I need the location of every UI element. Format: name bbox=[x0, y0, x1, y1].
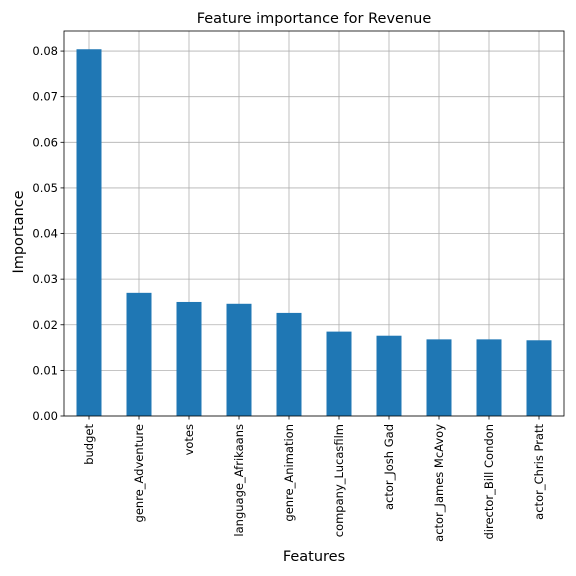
bars bbox=[76, 49, 552, 416]
y-axis-label: Importance bbox=[11, 190, 27, 273]
x-axis-ticks: budget genre_Adventure votes language_Afrik… bbox=[82, 416, 546, 542]
y-tick-label: 0.03 bbox=[32, 272, 58, 286]
x-tick-label: votes bbox=[182, 424, 196, 455]
y-tick-label: 0.06 bbox=[32, 135, 58, 149]
plot-frame bbox=[63, 30, 565, 417]
bar-votes bbox=[176, 301, 202, 416]
bar-genre-adventure bbox=[126, 292, 152, 416]
x-tick-label: language_Afrikaans bbox=[232, 424, 246, 537]
y-tick-label: 0.04 bbox=[32, 227, 58, 241]
bar-genre-animation bbox=[276, 312, 302, 416]
bar-actor-josh-gad bbox=[376, 335, 402, 416]
y-tick-label: 0.00 bbox=[32, 409, 58, 423]
bar-budget bbox=[76, 49, 102, 416]
y-tick-label: 0.05 bbox=[32, 181, 58, 195]
x-tick-label: budget bbox=[82, 424, 96, 465]
x-tick-label: director_Bill Condon bbox=[482, 424, 496, 540]
x-axis-label: Features bbox=[283, 549, 345, 565]
y-tick-label: 0.08 bbox=[32, 44, 58, 58]
bar-language-afrikaans bbox=[226, 303, 252, 416]
y-tick-label: 0.01 bbox=[32, 363, 58, 377]
bar-company-lucasfilm bbox=[326, 331, 352, 416]
chart-title: Feature importance for Revenue bbox=[197, 11, 432, 27]
x-tick-label: genre_Animation bbox=[282, 424, 296, 522]
x-tick-label: actor_Josh Gad bbox=[382, 424, 396, 510]
x-tick-label: company_Lucasfilm bbox=[332, 424, 346, 537]
x-tick-label: actor_James McAvoy bbox=[432, 424, 446, 542]
y-tick-label: 0.02 bbox=[32, 318, 58, 332]
y-tick-label: 0.07 bbox=[32, 90, 58, 104]
x-tick-label: actor_Chris Pratt bbox=[532, 424, 546, 520]
bar-actor-chris-pratt bbox=[526, 340, 552, 416]
bar-director-bill-condon bbox=[476, 339, 502, 416]
x-tick-label: genre_Adventure bbox=[132, 424, 146, 522]
bar-actor-james-mcavoy bbox=[426, 339, 452, 416]
y-axis-ticks: 0.00 0.01 0.02 0.03 0.04 0.05 0.06 0.07 0.08 bbox=[32, 44, 64, 423]
